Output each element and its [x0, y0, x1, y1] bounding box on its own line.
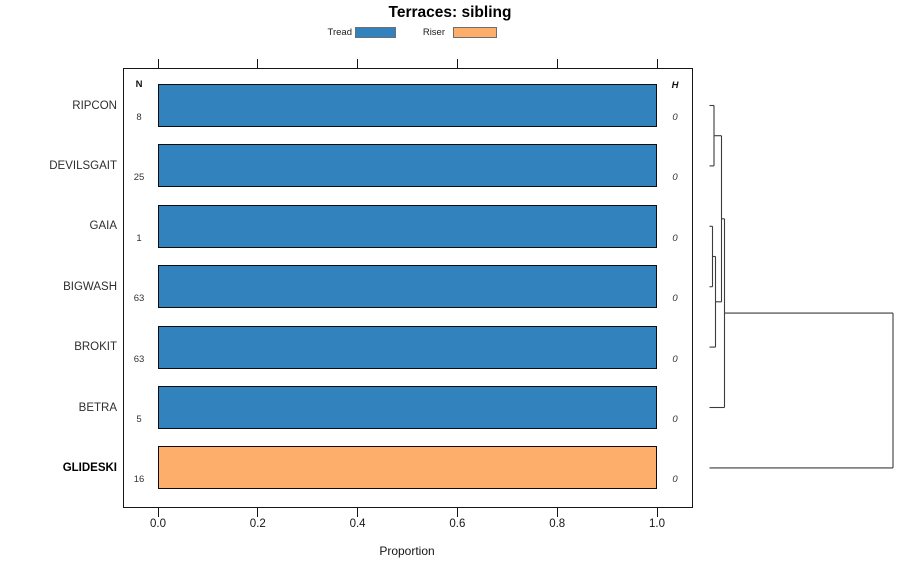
x-tick-bottom-0.6: [456, 508, 459, 517]
h-value-glideski: 0: [672, 474, 678, 486]
x-tick-top-0.4: [357, 59, 359, 68]
h-value-betra: 0: [672, 414, 678, 425]
legend-label-tread: Tread: [327, 27, 352, 38]
n-value-glideski: 16: [133, 474, 145, 486]
bar-brokit-tread: [157, 325, 657, 369]
legend-label-riser: Riser: [422, 27, 445, 38]
chart-title: Terraces: sibling: [388, 4, 512, 21]
n-column-header: N: [135, 79, 143, 90]
x-tick-bottom-0.4: [357, 508, 359, 517]
category-label-ripcon: RIPCON: [72, 99, 117, 112]
bar-glideski-riser: [157, 446, 657, 490]
h-value-bigwash: 0: [672, 293, 678, 305]
n-value-brokit: 63: [133, 353, 145, 365]
category-label-bigwash: BIGWASH: [63, 280, 117, 293]
category-label-gaia: GAIA: [89, 220, 117, 233]
x-tick-label-0.6: 0.6: [449, 518, 466, 530]
h-value-brokit: 0: [672, 353, 678, 365]
x-tick-top-0.0: [157, 59, 159, 68]
x-tick-bottom-1.0: [656, 508, 658, 517]
h-column-header: H: [671, 80, 679, 91]
category-label-betra: BETRA: [78, 401, 117, 414]
x-tick-top-0.8: [556, 59, 558, 68]
n-value-gaia: 1: [136, 232, 142, 244]
x-tick-top-0.6: [456, 59, 459, 68]
x-tick-label-1.0: 1.0: [649, 518, 665, 530]
plot-frame: [122, 68, 693, 508]
n-value-betra: 5: [136, 414, 142, 425]
x-tick-bottom-0.0: [157, 508, 159, 517]
x-axis-title: Proportion: [379, 544, 435, 558]
h-value-gaia: 0: [672, 232, 678, 244]
x-tick-top-0.2: [257, 59, 259, 68]
x-tick-bottom-0.2: [257, 508, 259, 517]
bar-gaia-tread: [157, 204, 657, 248]
category-label-devilsgait: DEVILSGAIT: [49, 159, 117, 172]
bar-ripcon-tread: [157, 84, 657, 127]
x-tick-label-0.8: 0.8: [549, 518, 566, 530]
bar-devilsgait-tread: [157, 144, 657, 188]
x-tick-label-0.0: 0.0: [150, 518, 166, 530]
h-value-ripcon: 0: [672, 112, 678, 123]
x-tick-label-0.2: 0.2: [249, 518, 266, 530]
x-tick-label-0.4: 0.4: [349, 518, 366, 530]
bar-betra-tread: [157, 386, 657, 429]
n-value-ripcon: 8: [136, 112, 142, 123]
category-label-glideski: GLIDESKI: [62, 461, 117, 474]
category-label-brokit: BROKIT: [74, 341, 117, 354]
h-value-devilsgait: 0: [672, 172, 678, 184]
x-tick-bottom-0.8: [556, 508, 558, 517]
n-value-bigwash: 63: [133, 293, 145, 305]
x-tick-top-1.0: [656, 59, 658, 68]
legend-swatch-riser: [453, 26, 497, 38]
n-value-devilsgait: 25: [133, 172, 145, 184]
legend-swatch-tread: [355, 26, 396, 38]
bar-bigwash-tread: [157, 265, 657, 309]
